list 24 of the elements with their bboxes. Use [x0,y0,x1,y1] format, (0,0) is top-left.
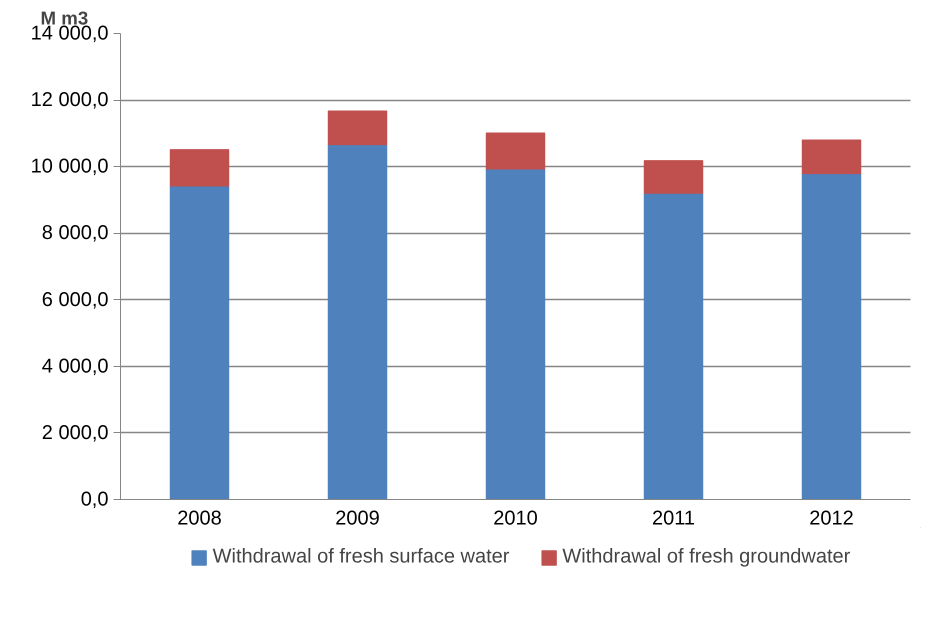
bar [486,168,546,500]
bar [328,110,388,146]
bar [644,192,704,500]
bar [170,185,230,500]
x-tick-label: 2009 [335,508,380,530]
bar [802,173,862,500]
y-tick-label: 10 000,0 [30,156,109,178]
bar [802,140,862,174]
y-tick-label: 4 000,0 [42,355,109,378]
legend-label: Withdrawal of fresh surface water [212,546,510,568]
bar [328,144,388,500]
x-tick-label: 2010 [493,508,538,530]
bar [486,132,546,170]
x-tick-label: 2012 [809,508,854,530]
x-tick-label: 2008 [177,508,222,530]
y-tick-label: 0,0 [80,488,109,510]
y-tick-label: 12 000,0 [30,89,109,112]
y-tick-label: 8 000,0 [42,222,109,244]
bar [644,160,704,194]
y-tick-label: 2 000,0 [42,422,109,444]
bar [170,149,230,186]
x-tick-label: 2011 [652,508,696,530]
legend-label: Withdrawal of fresh groundwater [562,546,850,568]
y-tick-label: 6 000,0 [42,288,109,311]
